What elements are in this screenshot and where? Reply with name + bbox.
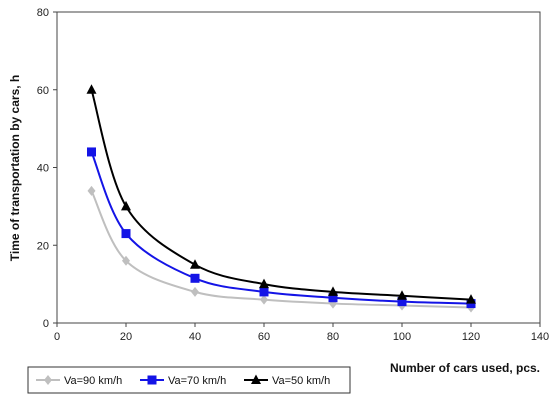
- data-point: [328, 293, 338, 303]
- series-2: [86, 84, 476, 304]
- x-tick-label: 140: [531, 331, 549, 343]
- legend-swatch-marker: [44, 375, 52, 385]
- data-point: [190, 273, 200, 283]
- plot-frame: [56, 11, 541, 324]
- data-point: [259, 287, 269, 297]
- y-tick-label: 40: [37, 163, 49, 175]
- series-line: [90, 89, 472, 301]
- series-line: [90, 151, 472, 305]
- data-point: [397, 290, 407, 300]
- series-line: [90, 190, 472, 309]
- y-tick-label: 0: [43, 318, 49, 330]
- data-point: [87, 147, 96, 157]
- y-tick-label: 20: [37, 240, 49, 252]
- x-tick-label: 120: [462, 331, 480, 343]
- legend-swatch-marker: [147, 375, 157, 385]
- data-point: [190, 259, 200, 269]
- legend-label: Va=50 km/h: [272, 375, 330, 387]
- data-point: [191, 286, 199, 297]
- data-point: [121, 229, 131, 239]
- data-point: [260, 294, 268, 305]
- data-point: [86, 84, 97, 94]
- x-tick-label: 100: [393, 331, 411, 343]
- y-axis-title: Time of transportation by cars, h: [8, 75, 22, 261]
- series-1: [87, 147, 476, 309]
- x-tick-label: 60: [258, 331, 270, 343]
- data-point: [466, 294, 476, 304]
- legend-label: Va=90 km/h: [64, 375, 122, 387]
- data-point: [328, 286, 338, 296]
- data-point: [397, 297, 407, 307]
- ticks-layer: 0 20 40 60 80 0 20 40 60 80 100 120 140: [37, 7, 549, 343]
- x-tick-label: 20: [120, 331, 132, 343]
- data-point: [121, 200, 131, 211]
- x-tick-label: 80: [327, 331, 339, 343]
- data-point: [87, 185, 96, 196]
- legend-swatch-marker: [251, 374, 261, 384]
- y-tick-label: 60: [37, 85, 49, 97]
- legend-box: [27, 366, 351, 394]
- x-tick-label: 0: [54, 331, 60, 343]
- data-point: [122, 255, 130, 266]
- legend-label: Va=70 km/h: [168, 375, 226, 387]
- y-tick-label: 80: [37, 7, 49, 19]
- x-tick-label: 40: [189, 331, 201, 343]
- legend: Va=90 km/h Va=70 km/h Va=50 km/h: [27, 366, 351, 394]
- plot-area: [56, 11, 541, 324]
- data-point: [259, 278, 269, 289]
- x-axis-title: Number of cars used, pcs.: [390, 361, 540, 375]
- series-layer: [86, 84, 476, 313]
